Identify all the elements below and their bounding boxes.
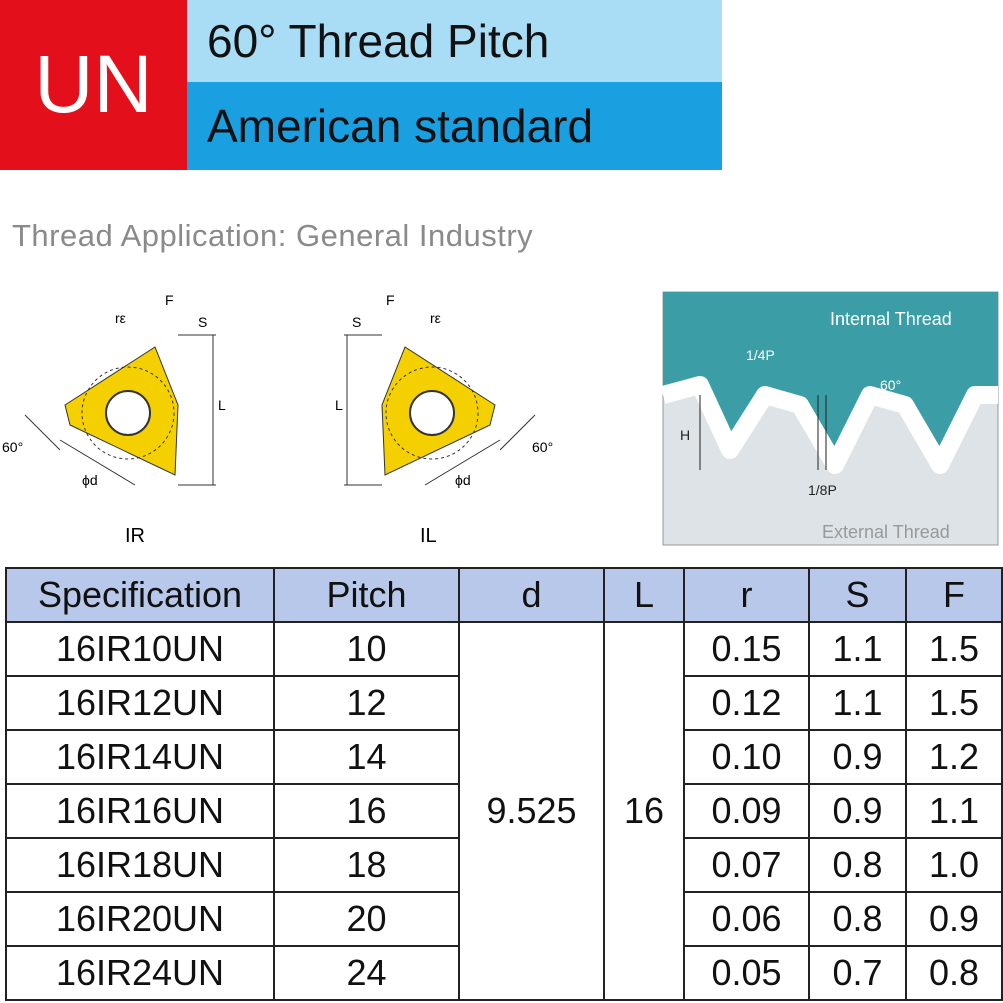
merged-cell: 9.525 xyxy=(458,621,605,1001)
cell: 0.8 xyxy=(808,837,907,893)
title: 60° Thread Pitch xyxy=(187,0,722,82)
label: L xyxy=(335,397,343,413)
application: Thread Application: General Industry xyxy=(12,218,534,253)
cell: 0.12 xyxy=(683,675,810,731)
header-cell: L xyxy=(603,567,685,623)
cell: 1.1 xyxy=(808,621,907,677)
thread-profile xyxy=(660,376,998,474)
diagrams: F rε S L 60° ϕd IR F rε S L 60° ϕd IL In… xyxy=(2,291,999,547)
cell: 0.07 xyxy=(683,837,810,893)
label: rε xyxy=(430,310,441,326)
cell: 0.9 xyxy=(808,783,907,839)
header-cell: r xyxy=(683,567,810,623)
label: S xyxy=(352,314,361,330)
cell: 20 xyxy=(273,891,460,947)
row: 16IR20UN 20 0.06 0.8 0.9 xyxy=(5,891,1003,947)
cell: 16IR16UN xyxy=(5,783,275,839)
cell: 16IR12UN xyxy=(5,675,275,731)
il-diagram xyxy=(344,334,536,486)
label: 60° xyxy=(880,377,901,393)
cell: 0.06 xyxy=(683,891,810,947)
ir-diagram xyxy=(24,334,216,486)
header-cell: S xyxy=(808,567,907,623)
label: 1/8P xyxy=(808,482,837,498)
dim xyxy=(499,414,536,451)
cell: 16IR20UN xyxy=(5,891,275,947)
label: F xyxy=(386,292,395,308)
cell: 16IR10UN xyxy=(5,621,275,677)
header-cell: Pitch xyxy=(273,567,460,623)
cell: 1.5 xyxy=(905,621,1003,677)
label: ϕd xyxy=(82,472,98,488)
row: 16IR24UN 24 0.05 0.7 0.8 xyxy=(5,945,1003,1001)
badge: UN xyxy=(0,0,187,170)
dim xyxy=(24,414,61,451)
label: Internal Thread xyxy=(830,309,952,329)
cell: 0.05 xyxy=(683,945,810,1001)
cell: 10 xyxy=(273,621,460,677)
hole xyxy=(409,390,455,436)
hole xyxy=(105,390,151,436)
cell: 0.15 xyxy=(683,621,810,677)
cell: 0.8 xyxy=(808,891,907,947)
label: 60° xyxy=(2,439,23,455)
cell: 0.9 xyxy=(808,729,907,785)
label: 1/4P xyxy=(746,347,775,363)
thread-diagram xyxy=(660,291,999,546)
cell: 0.09 xyxy=(683,783,810,839)
cell: 1.1 xyxy=(905,783,1003,839)
cell: 1.2 xyxy=(905,729,1003,785)
row: 16IR18UN 18 0.07 0.8 1.0 xyxy=(5,837,1003,893)
row: 16IR12UN 12 0.12 1.1 1.5 xyxy=(5,675,1003,731)
cell: 16IR14UN xyxy=(5,729,275,785)
dim xyxy=(424,439,501,486)
circle xyxy=(385,366,479,460)
label: S xyxy=(198,314,207,330)
subtitle: American standard xyxy=(187,82,722,170)
cell: 12 xyxy=(273,675,460,731)
cell: 0.7 xyxy=(808,945,907,1001)
label: External Thread xyxy=(822,522,950,542)
row: 16IR14UN 14 0.10 0.9 1.2 xyxy=(5,729,1003,785)
caption: IR xyxy=(125,525,145,547)
circle xyxy=(81,366,175,460)
cell: 16 xyxy=(273,783,460,839)
dim xyxy=(59,439,136,486)
cell: 14 xyxy=(273,729,460,785)
cell: 0.8 xyxy=(905,945,1003,1001)
label: ϕd xyxy=(455,472,471,488)
label: L xyxy=(218,397,226,413)
cell: 16IR24UN xyxy=(5,945,275,1001)
label: F xyxy=(165,292,174,308)
cell: 0.10 xyxy=(683,729,810,785)
merged-cell: 16 xyxy=(603,621,685,1001)
caption: IL xyxy=(420,525,437,547)
header-cell: Specification xyxy=(5,567,275,623)
label: rε xyxy=(115,310,126,326)
cell: 18 xyxy=(273,837,460,893)
cell: 0.9 xyxy=(905,891,1003,947)
cell: 1.5 xyxy=(905,675,1003,731)
label: H xyxy=(680,427,690,443)
label: 60° xyxy=(532,439,553,455)
cell: 1.1 xyxy=(808,675,907,731)
row: 16IR16UN 16 0.09 0.9 1.1 xyxy=(5,783,1003,839)
cell: 1.0 xyxy=(905,837,1003,893)
header-cell: d xyxy=(458,567,605,623)
cell: 24 xyxy=(273,945,460,1001)
cell: 16IR18UN xyxy=(5,837,275,893)
header-cell: F xyxy=(905,567,1003,623)
row: 16IR10UN 10 9.525 16 0.15 1.1 1.5 xyxy=(5,621,1003,1001)
